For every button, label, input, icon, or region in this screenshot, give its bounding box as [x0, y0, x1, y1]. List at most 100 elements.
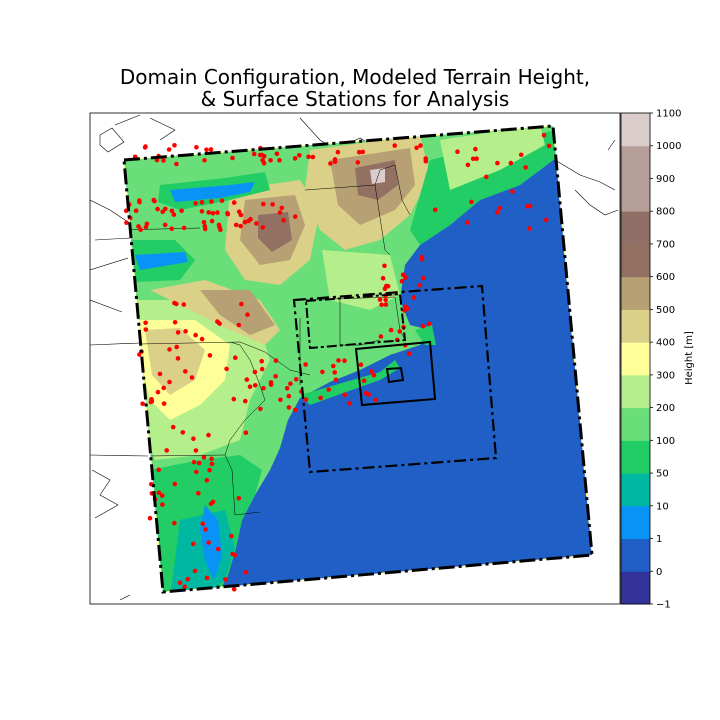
surface-station-marker: [273, 374, 278, 379]
surface-station-marker: [543, 217, 549, 223]
surface-station-marker: [208, 147, 214, 152]
surface-station-marker: [474, 156, 479, 161]
surface-station-marker: [332, 157, 338, 162]
surface-station-marker: [209, 456, 214, 462]
surface-station-marker: [161, 158, 166, 163]
surface-station-marker: [170, 424, 176, 430]
surface-station-marker: [455, 149, 460, 154]
surface-station-marker: [257, 152, 263, 158]
surface-station-marker: [406, 351, 412, 357]
surface-station-marker: [417, 282, 423, 288]
surface-station-marker: [201, 455, 207, 460]
surface-station-marker: [518, 152, 524, 158]
surface-station-marker: [403, 304, 408, 310]
surface-station-marker: [494, 210, 500, 215]
surface-station-marker: [236, 322, 242, 328]
surface-station-marker: [358, 362, 364, 368]
colorbar-bin: [621, 309, 650, 343]
surface-station-marker: [172, 143, 177, 148]
surface-station-marker: [202, 158, 207, 163]
surface-station-marker: [199, 200, 205, 205]
surface-station-marker: [209, 218, 215, 224]
surface-station-marker: [469, 199, 474, 205]
surface-station-marker: [335, 149, 341, 155]
surface-station-marker: [163, 206, 168, 212]
surface-station-marker: [274, 151, 280, 157]
surface-station-marker: [174, 161, 179, 167]
lake-erie: [135, 252, 188, 270]
surface-station-marker: [261, 153, 267, 159]
colorbar-tick-label: 10: [656, 501, 669, 512]
surface-station-marker: [162, 222, 168, 228]
surface-station-marker: [292, 156, 298, 161]
surface-station-marker: [167, 379, 172, 385]
surface-station-marker: [185, 576, 191, 582]
surface-station-marker: [199, 209, 205, 214]
surface-station-marker: [297, 153, 302, 158]
colorbar-tick-label: 400: [656, 338, 675, 349]
surface-station-marker: [414, 145, 419, 151]
surface-station-marker: [292, 214, 298, 219]
surface-station-marker: [399, 278, 405, 284]
surface-station-marker: [277, 210, 283, 215]
surface-station-marker: [137, 199, 142, 205]
surface-station-marker: [210, 499, 216, 505]
surface-station-marker: [182, 584, 187, 590]
surface-station-marker: [233, 355, 238, 361]
surface-station-marker: [224, 366, 229, 372]
surface-station-marker: [527, 226, 532, 231]
surface-station-marker: [167, 347, 172, 352]
surface-station-marker: [383, 283, 389, 289]
ridge-zone-4: [200, 290, 275, 335]
surface-station-marker: [191, 459, 197, 465]
surface-station-marker: [169, 226, 174, 231]
surface-station-marker: [392, 143, 398, 148]
surface-station-marker: [523, 165, 528, 170]
surface-station-marker: [331, 363, 336, 369]
surface-station-marker: [166, 147, 172, 152]
surface-station-marker: [288, 381, 293, 387]
surface-station-marker: [465, 162, 471, 168]
surface-station-marker: [204, 477, 210, 483]
inner-domain-3-border: [354, 340, 437, 407]
surface-station-marker: [258, 406, 263, 412]
surface-station-marker: [242, 219, 248, 225]
surface-station-marker: [143, 320, 148, 326]
surface-station-marker: [252, 383, 258, 388]
surface-station-marker: [225, 211, 231, 217]
surface-station-marker: [179, 208, 184, 213]
surface-station-marker: [209, 199, 214, 204]
surface-station-marker: [279, 205, 285, 211]
surface-station-marker: [231, 396, 237, 402]
title-line-1: Domain Configuration, Modeled Terrain He…: [119, 65, 591, 89]
surface-station-marker: [164, 448, 169, 453]
surface-station-marker: [236, 495, 242, 501]
surface-station-marker: [239, 301, 244, 307]
surface-station-marker: [233, 222, 239, 228]
surface-station-marker: [174, 344, 179, 350]
colorbar-bin: [621, 276, 650, 310]
surface-station-marker: [261, 160, 267, 166]
colorbar-tick-label: 900: [656, 174, 675, 185]
colorbar-bin: [621, 211, 650, 245]
colorbar-bin: [621, 505, 650, 540]
surface-station-marker: [190, 541, 196, 547]
surface-station-marker: [252, 369, 258, 375]
surface-station-marker: [192, 568, 198, 574]
surface-station-marker: [243, 430, 249, 436]
surface-station-marker: [161, 385, 166, 391]
colorbar-bin: [621, 440, 650, 474]
surface-station-marker: [236, 209, 242, 214]
colorbar-tick-label: 1100: [656, 109, 681, 120]
surface-station-marker: [156, 490, 162, 496]
surface-station-marker: [124, 220, 129, 225]
surface-station-marker: [303, 362, 308, 367]
surface-station-marker: [400, 272, 406, 278]
surface-station-marker: [303, 397, 309, 402]
surface-station-marker: [133, 208, 139, 213]
surface-station-marker: [484, 174, 489, 180]
surface-station-marker: [201, 219, 207, 225]
surface-station-marker: [218, 227, 223, 232]
colorbar-bin: [621, 538, 650, 572]
surface-station-marker: [261, 385, 266, 391]
